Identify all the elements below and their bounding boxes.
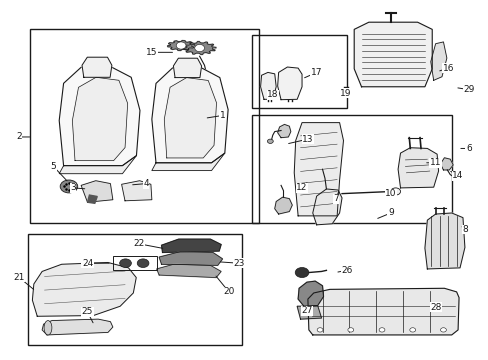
Circle shape — [409, 328, 415, 332]
Circle shape — [137, 259, 149, 267]
Circle shape — [317, 328, 323, 332]
Text: 6: 6 — [465, 144, 471, 153]
Polygon shape — [157, 264, 221, 278]
Text: 15: 15 — [146, 48, 157, 57]
Circle shape — [440, 328, 446, 332]
Polygon shape — [312, 189, 341, 225]
Polygon shape — [72, 77, 127, 161]
Circle shape — [347, 328, 353, 332]
Polygon shape — [164, 78, 216, 158]
Circle shape — [60, 180, 78, 193]
Circle shape — [176, 42, 185, 49]
Bar — [251, 35, 346, 108]
Polygon shape — [87, 195, 97, 203]
Polygon shape — [430, 42, 446, 80]
Polygon shape — [298, 281, 323, 306]
Polygon shape — [397, 148, 438, 188]
Polygon shape — [353, 22, 431, 87]
Polygon shape — [81, 181, 113, 202]
Text: 17: 17 — [310, 68, 322, 77]
Polygon shape — [122, 181, 152, 201]
Circle shape — [390, 188, 400, 195]
Text: 12: 12 — [296, 183, 307, 192]
Text: 16: 16 — [442, 64, 453, 73]
Circle shape — [267, 139, 273, 143]
Polygon shape — [297, 306, 321, 319]
Text: 3: 3 — [70, 183, 76, 192]
Text: 5: 5 — [50, 162, 56, 171]
Text: 7: 7 — [333, 194, 338, 203]
Polygon shape — [173, 58, 201, 78]
Polygon shape — [277, 125, 290, 138]
Bar — [27, 234, 242, 345]
Text: 26: 26 — [341, 266, 352, 275]
Text: 19: 19 — [340, 89, 351, 98]
Text: 9: 9 — [387, 208, 393, 217]
Text: 11: 11 — [429, 158, 441, 167]
Circle shape — [295, 267, 308, 278]
Text: 24: 24 — [81, 259, 93, 268]
Polygon shape — [294, 123, 343, 216]
Polygon shape — [260, 72, 276, 99]
Polygon shape — [424, 213, 464, 269]
Polygon shape — [59, 156, 136, 174]
Polygon shape — [274, 197, 292, 214]
Polygon shape — [152, 153, 224, 171]
Text: 4: 4 — [143, 179, 148, 188]
Polygon shape — [42, 319, 113, 335]
Polygon shape — [32, 262, 136, 316]
Polygon shape — [152, 68, 227, 163]
Polygon shape — [161, 239, 221, 252]
Polygon shape — [307, 288, 458, 335]
Circle shape — [194, 44, 204, 51]
Text: 28: 28 — [429, 303, 441, 312]
Text: 1: 1 — [219, 111, 225, 120]
Bar — [251, 116, 451, 223]
Text: 22: 22 — [133, 239, 144, 248]
Text: 27: 27 — [301, 306, 312, 315]
Polygon shape — [159, 252, 222, 265]
Text: 20: 20 — [223, 287, 234, 296]
Polygon shape — [82, 57, 112, 77]
Text: 23: 23 — [232, 259, 244, 268]
Text: 13: 13 — [302, 135, 313, 144]
Circle shape — [378, 328, 384, 332]
Text: 18: 18 — [266, 90, 278, 99]
Text: 29: 29 — [462, 85, 473, 94]
Polygon shape — [167, 41, 194, 50]
Text: 2: 2 — [17, 132, 22, 141]
Polygon shape — [277, 67, 302, 100]
Text: 14: 14 — [451, 171, 463, 180]
Polygon shape — [440, 158, 452, 170]
Bar — [113, 256, 157, 270]
Polygon shape — [59, 67, 140, 166]
Text: 10: 10 — [384, 189, 396, 198]
Polygon shape — [183, 41, 216, 54]
Text: 25: 25 — [81, 307, 93, 316]
Circle shape — [120, 259, 131, 267]
Ellipse shape — [44, 320, 52, 335]
Circle shape — [342, 92, 348, 96]
Text: 8: 8 — [461, 225, 467, 234]
Bar — [30, 30, 259, 223]
Text: 21: 21 — [14, 273, 25, 282]
